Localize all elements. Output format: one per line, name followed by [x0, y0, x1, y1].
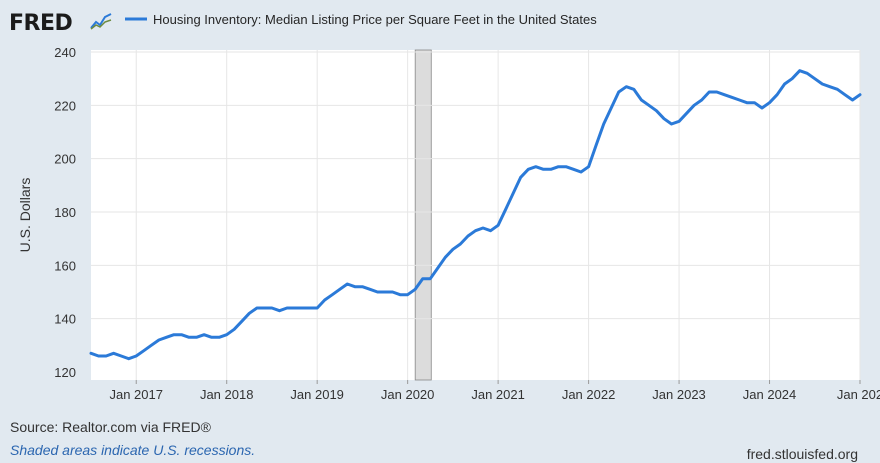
x-axis-ticks: Jan 2017 Jan 2018 Jan 2019 Jan 2020 Jan 2021…	[109, 380, 880, 402]
legend-series-name: Housing Inventory: Median Listing Price …	[153, 12, 597, 27]
legend: Housing Inventory: Median Listing Price …	[125, 12, 597, 27]
series-line	[89, 69, 862, 361]
x-tick-label: Jan 2022	[562, 387, 616, 402]
fred-logo-text: FRED	[9, 11, 72, 36]
y-tick-label: 160	[54, 258, 76, 273]
line-chart-icon	[90, 13, 112, 30]
y-tick-label: 220	[54, 98, 76, 113]
x-tick-label: Jan 2021	[471, 387, 525, 402]
site-url[interactable]: fred.stlouisfed.org	[746, 446, 858, 462]
y-tick-label: 200	[54, 152, 76, 167]
x-tick-label: Jan 2019	[290, 387, 344, 402]
y-tick-label: 240	[54, 45, 76, 60]
recession-note: Shaded areas indicate U.S. recessions.	[10, 442, 256, 458]
plot-background	[91, 50, 860, 380]
x-tick-label: Jan 2018	[200, 387, 254, 402]
y-tick-label: 140	[54, 312, 76, 327]
y-axis-title: U.S. Dollars	[17, 178, 33, 253]
y-tick-label: 180	[54, 205, 76, 220]
y-axis-ticks: 120 140 160 180 200 220 240	[54, 45, 76, 380]
gridlines	[91, 50, 861, 380]
x-tick-label: Jan 202	[837, 387, 880, 402]
source-text: Source: Realtor.com via FRED®	[10, 419, 211, 435]
recession-band	[414, 49, 432, 381]
recession-layer	[414, 49, 432, 381]
x-tick-label: Jan 2020	[381, 387, 435, 402]
y-tick-label: 120	[54, 365, 76, 380]
fred-logo[interactable]: FRED	[9, 11, 112, 36]
x-tick-label: Jan 2024	[743, 387, 797, 402]
x-tick-label: Jan 2023	[652, 387, 706, 402]
x-tick-label: Jan 2017	[109, 387, 163, 402]
